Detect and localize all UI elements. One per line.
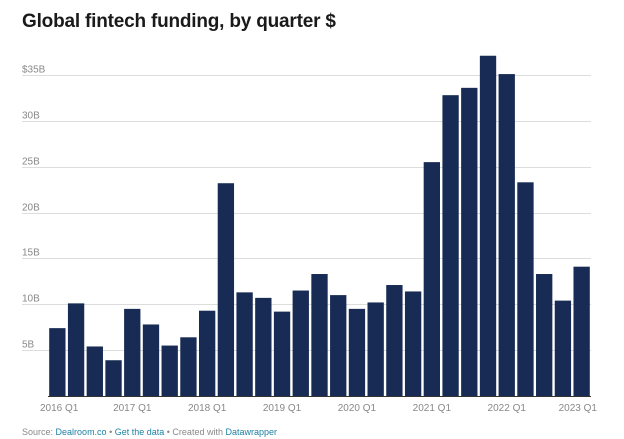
- bar: [536, 274, 553, 396]
- bar: [442, 95, 459, 397]
- x-tick-label: 2017 Q1: [113, 403, 152, 414]
- bar: [498, 74, 515, 396]
- x-axis-tick-labels: 2016 Q1 2017 Q1 2018 Q1 2019 Q1 2020 Q1 2021 …: [40, 403, 597, 414]
- y-tick-label: 30B: [22, 111, 40, 122]
- bar: [367, 302, 384, 396]
- datawrapper-link[interactable]: Datawrapper: [225, 427, 277, 437]
- bar: [292, 290, 309, 396]
- y-tick-label: 20B: [22, 203, 40, 214]
- bar: [573, 266, 590, 396]
- bar: [142, 324, 160, 396]
- x-tick-label: 2021 Q1: [413, 403, 452, 414]
- x-tick-label: 2016 Q1: [40, 403, 79, 414]
- bar: [217, 183, 235, 396]
- y-axis-tick-labels: 5B 10B 15B 20B 25B 30B $35B: [22, 65, 46, 351]
- bar: [386, 285, 403, 396]
- bar: [330, 295, 347, 396]
- footer-separator: •: [106, 427, 115, 437]
- bar: [105, 360, 122, 396]
- get-the-data-link[interactable]: Get the data: [114, 427, 165, 437]
- bars: [49, 55, 590, 397]
- bar: [517, 182, 534, 396]
- footer-source-label: Source:: [22, 427, 54, 437]
- bar: [49, 328, 66, 396]
- x-tick-label: 2023 Q1: [559, 403, 598, 414]
- x-tick-label: 2022 Q1: [488, 403, 527, 414]
- bar: [423, 162, 440, 396]
- bar: [479, 55, 497, 397]
- bar: [198, 310, 216, 396]
- bar: [554, 300, 572, 396]
- source-link[interactable]: Dealroom.co: [55, 427, 107, 437]
- bar: [67, 303, 85, 396]
- bar: [404, 291, 422, 396]
- y-tick-label: $35B: [22, 65, 46, 76]
- bar: [348, 308, 366, 396]
- y-tick-label: 25B: [22, 157, 40, 168]
- bar: [124, 308, 141, 396]
- chart-title: Global fintech funding, by quarter $: [22, 11, 336, 32]
- bar: [161, 345, 178, 396]
- bar: [180, 337, 197, 396]
- x-tick-label: 2019 Q1: [263, 403, 302, 414]
- y-tick-label: 15B: [22, 248, 40, 259]
- footer-created-with: • Created with: [164, 427, 226, 437]
- footer: Source: Dealroom.co • Get the data • Cre…: [22, 427, 277, 437]
- bar: [255, 297, 272, 396]
- y-tick-label: 10B: [22, 294, 40, 305]
- y-tick-label: 5B: [22, 340, 35, 351]
- bar: [273, 311, 291, 396]
- bar: [86, 346, 103, 396]
- x-tick-label: 2020 Q1: [338, 403, 377, 414]
- x-tick-label: 2018 Q1: [188, 403, 227, 414]
- bar: [236, 292, 253, 396]
- bar: [461, 87, 478, 396]
- bar: [311, 274, 328, 396]
